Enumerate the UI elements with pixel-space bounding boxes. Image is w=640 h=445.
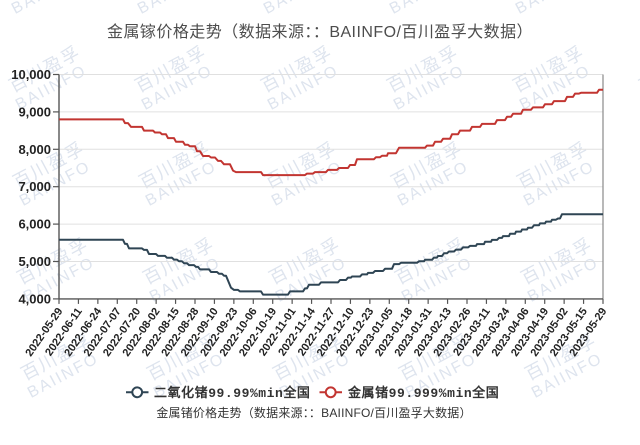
svg-text:4,000: 4,000 <box>18 291 51 306</box>
svg-text:8,000: 8,000 <box>18 142 51 157</box>
svg-text:金属镓价格走势（数据来源：：BAIINFO/百川盈孚大数据）: 金属镓价格走势（数据来源：：BAIINFO/百川盈孚大数据） <box>107 23 533 41</box>
svg-text:5,000: 5,000 <box>18 254 51 269</box>
svg-text:6,000: 6,000 <box>18 217 51 232</box>
svg-text:金属锗价格走势（数据来源：：BAIINFO/百川盈孚大数据）: 金属锗价格走势（数据来源：：BAIINFO/百川盈孚大数据） <box>156 405 471 420</box>
svg-text:二氧化锗99.99%min全国: 二氧化锗99.99%min全国 <box>154 385 310 401</box>
svg-text:7,000: 7,000 <box>18 179 51 194</box>
svg-text:9,000: 9,000 <box>18 104 51 119</box>
svg-text:10,000: 10,000 <box>11 67 51 82</box>
svg-text:金属锗99.999%min全国: 金属锗99.999%min全国 <box>347 385 499 401</box>
